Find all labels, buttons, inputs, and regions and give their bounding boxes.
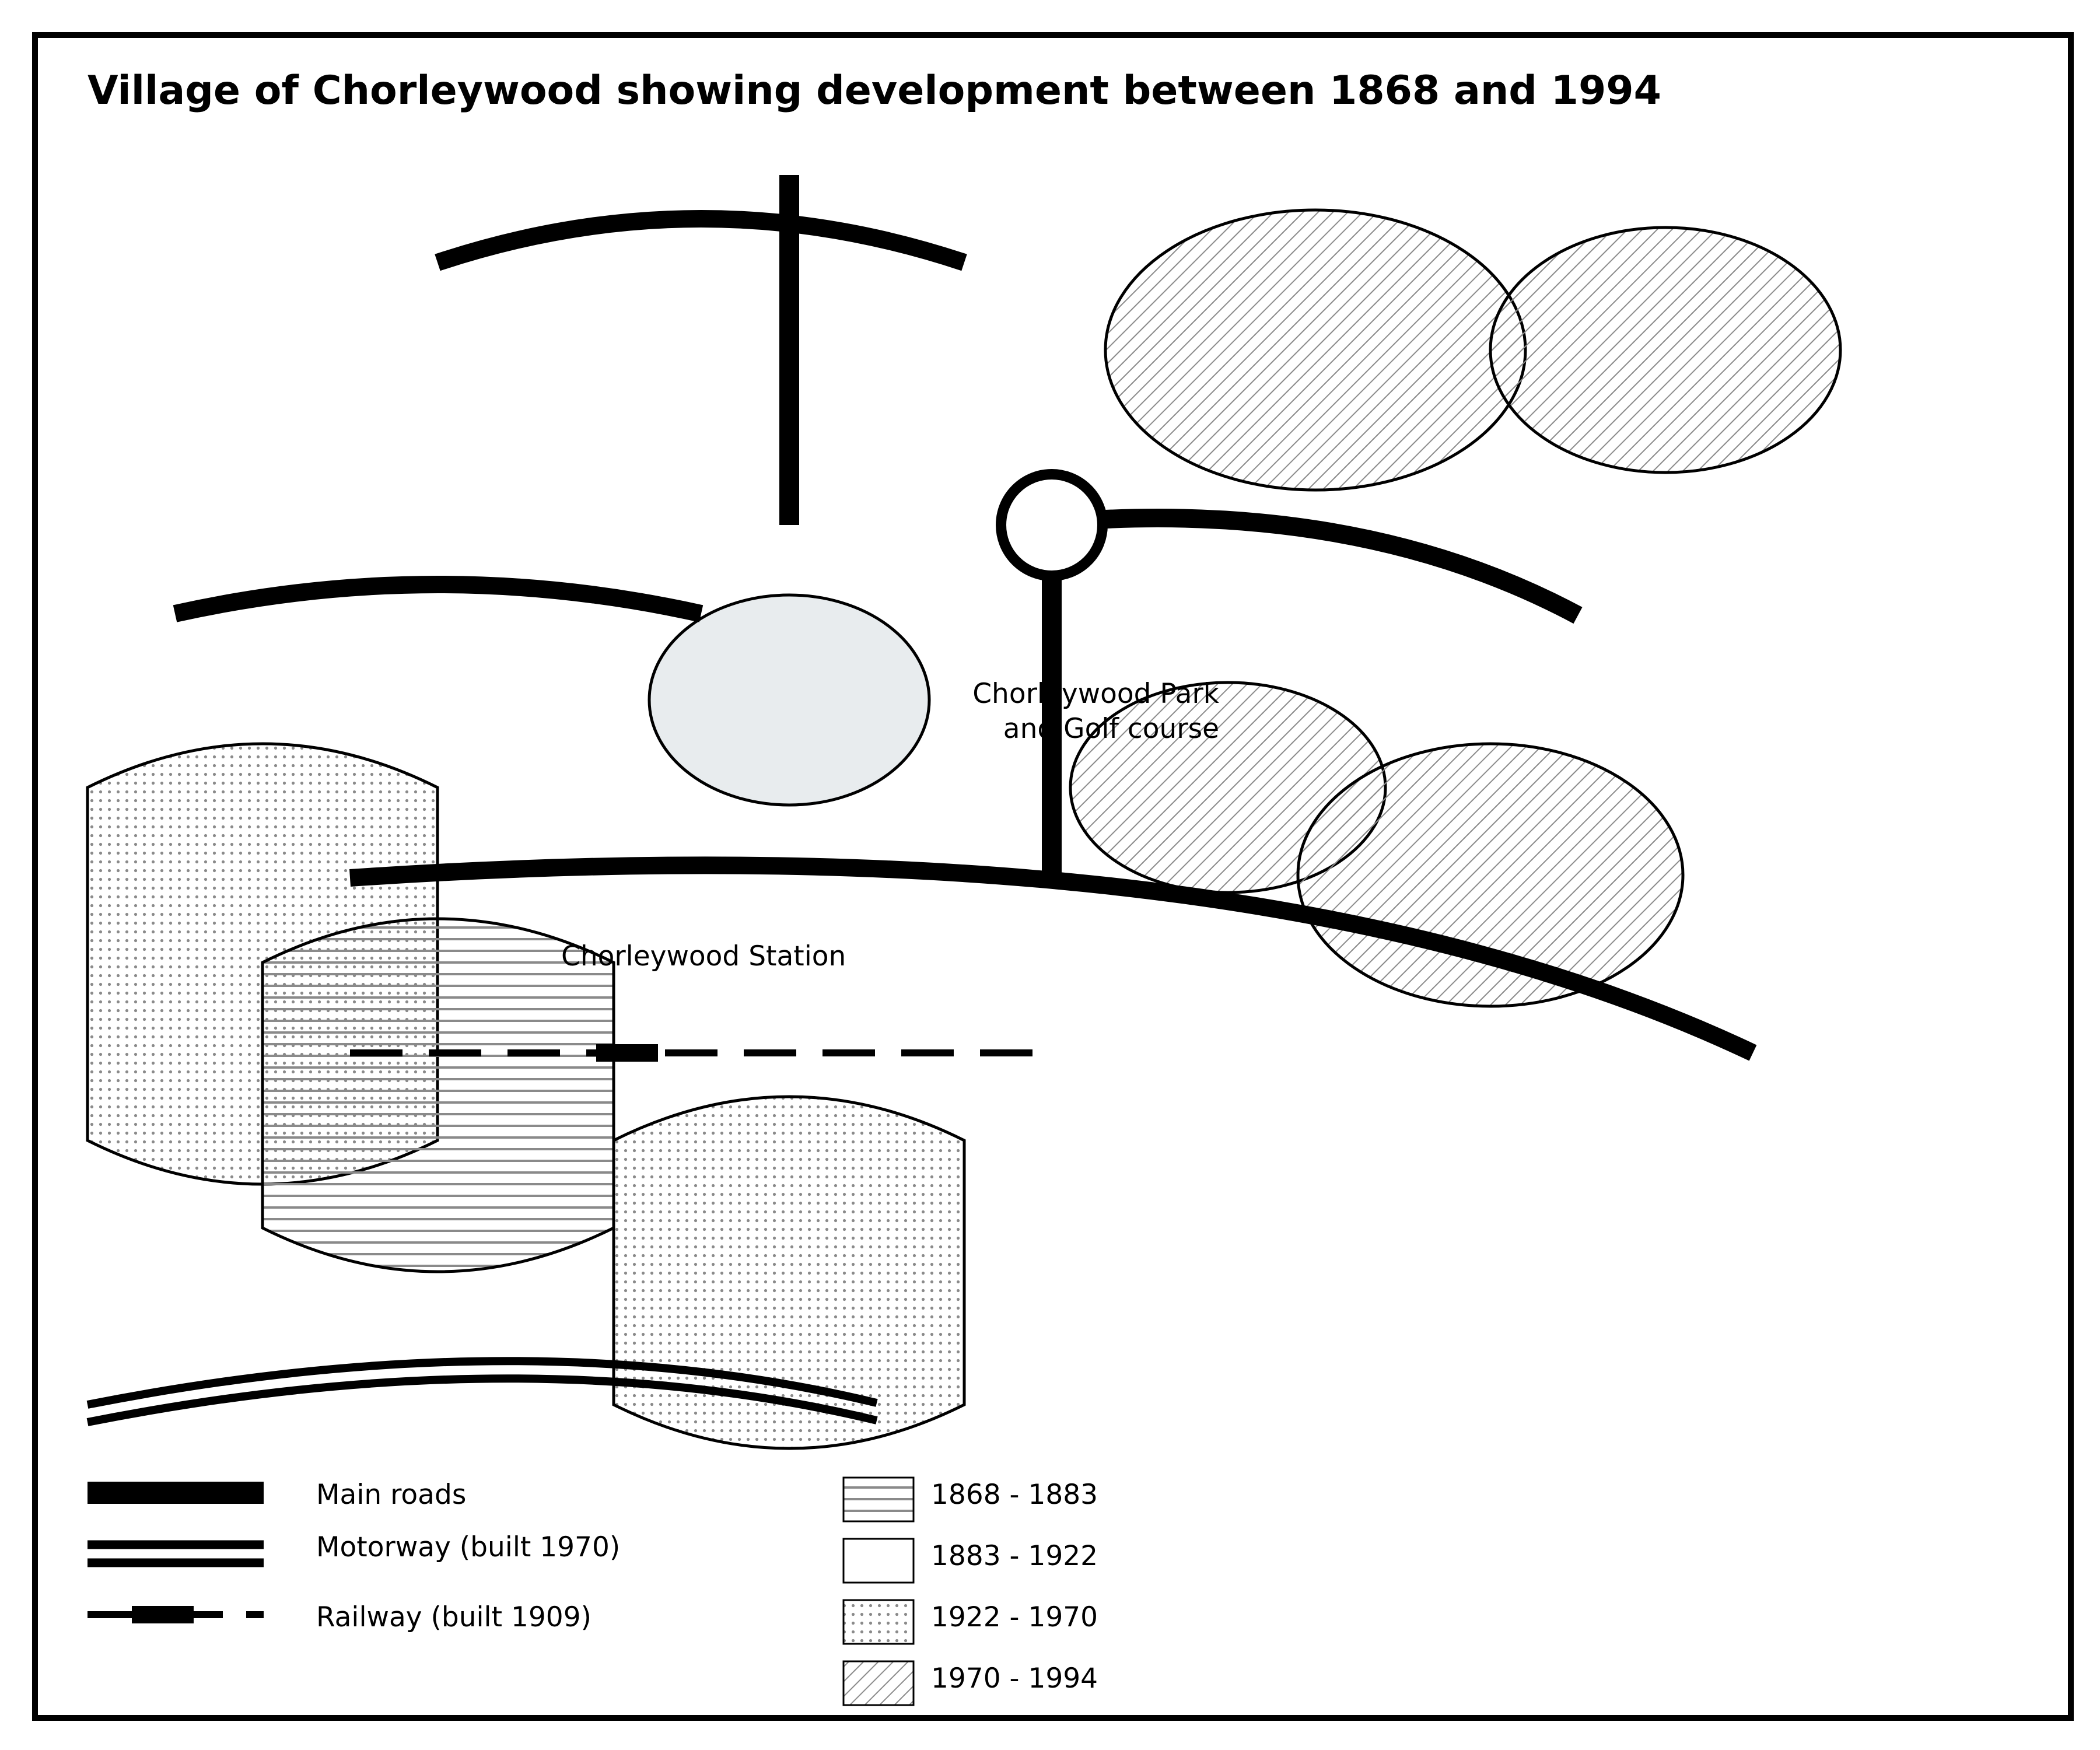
legend-motorway-label: Motorway (built 1970) [316,1531,620,1563]
legend-railway-label: Railway (built 1909) [316,1601,592,1633]
legend-period-1970-1994-swatch [842,1660,915,1706]
legend: Main roads Motorway (built 1970) Railway… [88,1476,1098,1706]
development-area-1922-1970 [612,1095,966,1450]
legend-railway-swatch [132,1606,194,1623]
roundabout [996,469,1108,581]
legend-main-roads-swatch [88,1482,264,1504]
chorleywood-park-area [648,593,931,807]
motorway [86,1357,878,1409]
legend-period-1883-1922-swatch [842,1538,915,1584]
motorway [86,1374,878,1426]
main-road [435,210,967,271]
station-marker [596,1044,658,1062]
map-title: Village of Chorleywood showing developme… [88,68,1661,114]
development-area-1970-1994 [1296,742,1685,1008]
station-label: Chorleywood Station [561,940,846,972]
main-road [1105,509,1583,624]
development-area-1970-1994 [1489,226,1842,474]
park-label: Chorleywood Park [972,678,1220,710]
legend-period-1868-1883-swatch [842,1476,915,1522]
legend-period-1922-1970-label: 1922 - 1970 [931,1601,1098,1633]
development-area-1970-1994 [1104,208,1527,492]
main-road [173,576,704,622]
legend-period-1970-1994-label: 1970 - 1994 [931,1662,1098,1695]
main-road [349,856,1757,1061]
legend-period-1868-1883-label: 1868 - 1883 [931,1479,1098,1511]
park-label: and Golf course [1003,713,1219,745]
legend-period-1922-1970-swatch [842,1599,915,1645]
legend-main-roads-label: Main roads [316,1479,466,1511]
legend-period-1883-1922-label: 1883 - 1922 [931,1540,1098,1572]
